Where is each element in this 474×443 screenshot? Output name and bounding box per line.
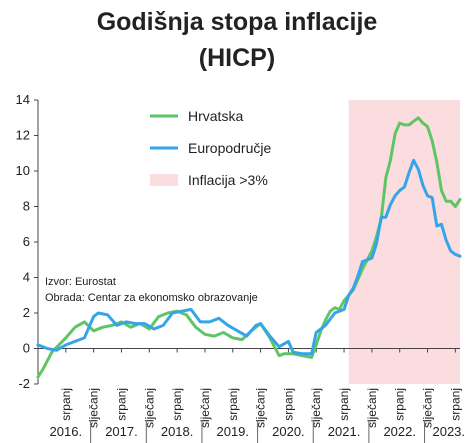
- x-year-label: 2016.: [50, 424, 83, 439]
- inflation-above-3-band: [348, 100, 460, 384]
- chart-title-line-1: Godišnja stopa inflacije: [97, 8, 378, 36]
- x-month-label: srpanj: [448, 388, 462, 421]
- x-month-label: srpanj: [337, 388, 351, 421]
- y-tick-label: 4: [23, 270, 30, 285]
- x-month-label: siječanj: [309, 388, 323, 428]
- x-year-label: 2022.: [383, 424, 416, 439]
- x-month-label: siječanj: [254, 388, 268, 428]
- x-month-label: srpanj: [170, 388, 184, 421]
- processing-note: Obrada: Centar za ekonomsko obrazovanje: [45, 292, 258, 304]
- y-tick-label: 14: [16, 92, 30, 107]
- x-year-label: 2018.: [161, 424, 194, 439]
- chart-title: Godišnja stopa inflacije (HICP): [97, 8, 378, 72]
- x-axis-labels: srpanj siječanj srpanj siječanj srpanj siječa…: [50, 388, 465, 443]
- highlight-band-group: [348, 100, 460, 384]
- x-month-label: srpanj: [393, 388, 407, 421]
- x-year-label: 2017.: [105, 424, 138, 439]
- y-tick-label: 8: [23, 199, 30, 214]
- axes: -2 0 2 4 6 8 10 12 14: [16, 92, 460, 391]
- series-line-hrvatska: [36, 116, 462, 379]
- series-line-europodrucje: [36, 158, 462, 356]
- series-lines: [36, 116, 462, 379]
- x-month-label: siječanj: [198, 388, 212, 428]
- y-tick-label: 12: [16, 128, 30, 143]
- legend-label-hrvatska: Hrvatska: [188, 108, 243, 124]
- x-month-label: siječanj: [421, 388, 435, 428]
- legend-label-europodrucje: Europodručje: [188, 140, 271, 156]
- legend-swatch-inflation-band: [150, 174, 178, 186]
- y-tick-label: -2: [18, 376, 30, 391]
- x-month-label: siječanj: [87, 388, 101, 428]
- chart-title-line-2: (HICP): [199, 44, 275, 72]
- y-tick-label: 10: [16, 163, 30, 178]
- x-year-label: 2019.: [216, 424, 249, 439]
- x-year-label: 2021.: [328, 424, 361, 439]
- y-tick-label: 2: [23, 305, 30, 320]
- y-tick-label: 0: [23, 341, 30, 356]
- x-month-label: srpanj: [226, 388, 240, 421]
- x-month-label: siječanj: [365, 388, 379, 428]
- x-year-label: 2020.: [272, 424, 305, 439]
- x-month-label: srpanj: [59, 388, 73, 421]
- x-month-label: srpanj: [281, 388, 295, 421]
- legend: Hrvatska Europodručje Inflacija >3%: [150, 108, 271, 188]
- x-month-label: srpanj: [114, 388, 128, 421]
- source-note: Izvor: Eurostat: [45, 276, 116, 288]
- x-year-label: 2023.: [432, 424, 465, 439]
- source-notes: Izvor: Eurostat Obrada: Centar za ekonom…: [45, 276, 258, 304]
- x-month-label: siječanj: [142, 388, 156, 428]
- y-tick-label: 6: [23, 234, 30, 249]
- legend-label-inflation-band: Inflacija >3%: [188, 172, 268, 188]
